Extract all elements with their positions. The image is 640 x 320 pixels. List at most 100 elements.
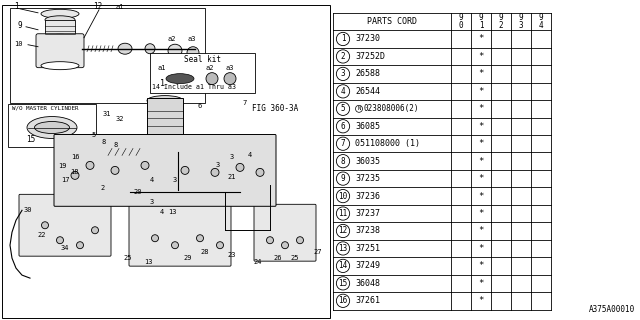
Text: a3: a3	[187, 36, 195, 42]
Ellipse shape	[206, 73, 218, 84]
Text: *: *	[478, 157, 484, 166]
Ellipse shape	[224, 73, 236, 84]
Text: 5: 5	[92, 132, 96, 139]
Text: 23: 23	[228, 252, 236, 258]
Text: 29: 29	[184, 255, 192, 261]
Text: 20: 20	[134, 189, 142, 195]
Text: 9
3: 9 3	[518, 13, 524, 30]
Text: 1: 1	[160, 79, 165, 88]
Text: a1: a1	[158, 65, 166, 71]
Text: 36085: 36085	[355, 122, 380, 131]
Text: 9
4: 9 4	[539, 13, 543, 30]
Text: *: *	[478, 69, 484, 78]
Text: 8: 8	[340, 157, 346, 166]
Text: 10: 10	[14, 41, 22, 47]
Ellipse shape	[41, 9, 79, 18]
FancyBboxPatch shape	[54, 134, 276, 206]
Text: 4: 4	[340, 87, 346, 96]
Text: A375A00010: A375A00010	[589, 305, 635, 314]
Text: 023808006(2): 023808006(2)	[364, 104, 419, 113]
Text: *: *	[478, 209, 484, 218]
Text: 4: 4	[248, 152, 252, 158]
Ellipse shape	[147, 96, 183, 106]
Text: 4: 4	[160, 209, 164, 215]
FancyBboxPatch shape	[2, 5, 330, 318]
Text: a1: a1	[116, 4, 125, 10]
FancyBboxPatch shape	[150, 53, 255, 92]
Text: 24: 24	[253, 259, 262, 265]
Circle shape	[92, 227, 99, 234]
FancyBboxPatch shape	[129, 199, 231, 266]
Circle shape	[56, 237, 63, 244]
FancyBboxPatch shape	[254, 204, 316, 261]
Text: 17: 17	[61, 177, 69, 183]
Text: 12: 12	[339, 227, 348, 236]
Text: 36035: 36035	[355, 157, 380, 166]
Text: 1: 1	[340, 35, 346, 44]
FancyBboxPatch shape	[45, 20, 75, 38]
Text: 19: 19	[58, 164, 67, 169]
Circle shape	[236, 164, 244, 172]
Text: 37261: 37261	[355, 296, 380, 305]
Ellipse shape	[187, 47, 199, 59]
Circle shape	[181, 166, 189, 174]
Text: *: *	[478, 139, 484, 148]
Text: 6: 6	[340, 122, 346, 131]
Text: 22: 22	[38, 232, 46, 238]
Ellipse shape	[118, 43, 132, 54]
Text: 37251: 37251	[355, 244, 380, 253]
Circle shape	[152, 235, 159, 242]
Text: 27: 27	[314, 249, 323, 255]
Circle shape	[296, 237, 303, 244]
Text: 5: 5	[340, 104, 346, 113]
Text: N: N	[357, 106, 360, 111]
Text: 37237: 37237	[355, 209, 380, 218]
Text: 9
1: 9 1	[479, 13, 483, 30]
Text: *: *	[478, 104, 484, 113]
Text: 3: 3	[150, 199, 154, 205]
Text: *: *	[478, 174, 484, 183]
Text: 37230: 37230	[355, 35, 380, 44]
Text: 25: 25	[291, 255, 300, 261]
Circle shape	[111, 166, 119, 174]
Text: 13: 13	[144, 259, 152, 265]
Ellipse shape	[27, 116, 77, 139]
Ellipse shape	[45, 16, 75, 24]
FancyBboxPatch shape	[36, 34, 84, 68]
Text: *: *	[478, 279, 484, 288]
Text: 30: 30	[24, 207, 32, 213]
Text: 15: 15	[339, 279, 348, 288]
Text: 37252D: 37252D	[355, 52, 385, 61]
Ellipse shape	[166, 74, 194, 84]
Text: 4: 4	[150, 177, 154, 183]
Text: 13: 13	[168, 209, 176, 215]
Text: *: *	[478, 227, 484, 236]
Circle shape	[266, 237, 273, 244]
Text: W/O MASTER CYLINDER: W/O MASTER CYLINDER	[12, 106, 79, 110]
Text: 25: 25	[124, 255, 132, 261]
Text: *: *	[478, 35, 484, 44]
Ellipse shape	[147, 141, 183, 149]
Text: 9: 9	[18, 21, 22, 30]
Ellipse shape	[168, 44, 182, 57]
Text: 15: 15	[26, 135, 35, 144]
Text: 37236: 37236	[355, 192, 380, 201]
Text: 9: 9	[340, 174, 346, 183]
Text: 7: 7	[340, 139, 346, 148]
Text: 6: 6	[198, 103, 202, 108]
Text: *: *	[478, 244, 484, 253]
Circle shape	[42, 222, 49, 229]
Text: a3: a3	[225, 65, 234, 71]
Text: 8: 8	[102, 140, 106, 146]
Text: 37249: 37249	[355, 261, 380, 270]
Text: FIG 360-3A: FIG 360-3A	[252, 104, 298, 113]
Text: 7: 7	[243, 100, 247, 106]
Text: 3: 3	[173, 177, 177, 183]
Circle shape	[211, 168, 219, 176]
Text: 3: 3	[340, 69, 346, 78]
Text: Seal kit: Seal kit	[184, 55, 221, 64]
Ellipse shape	[145, 44, 155, 54]
Text: 16: 16	[71, 155, 79, 160]
Text: 28: 28	[201, 249, 209, 255]
Text: *: *	[478, 52, 484, 61]
